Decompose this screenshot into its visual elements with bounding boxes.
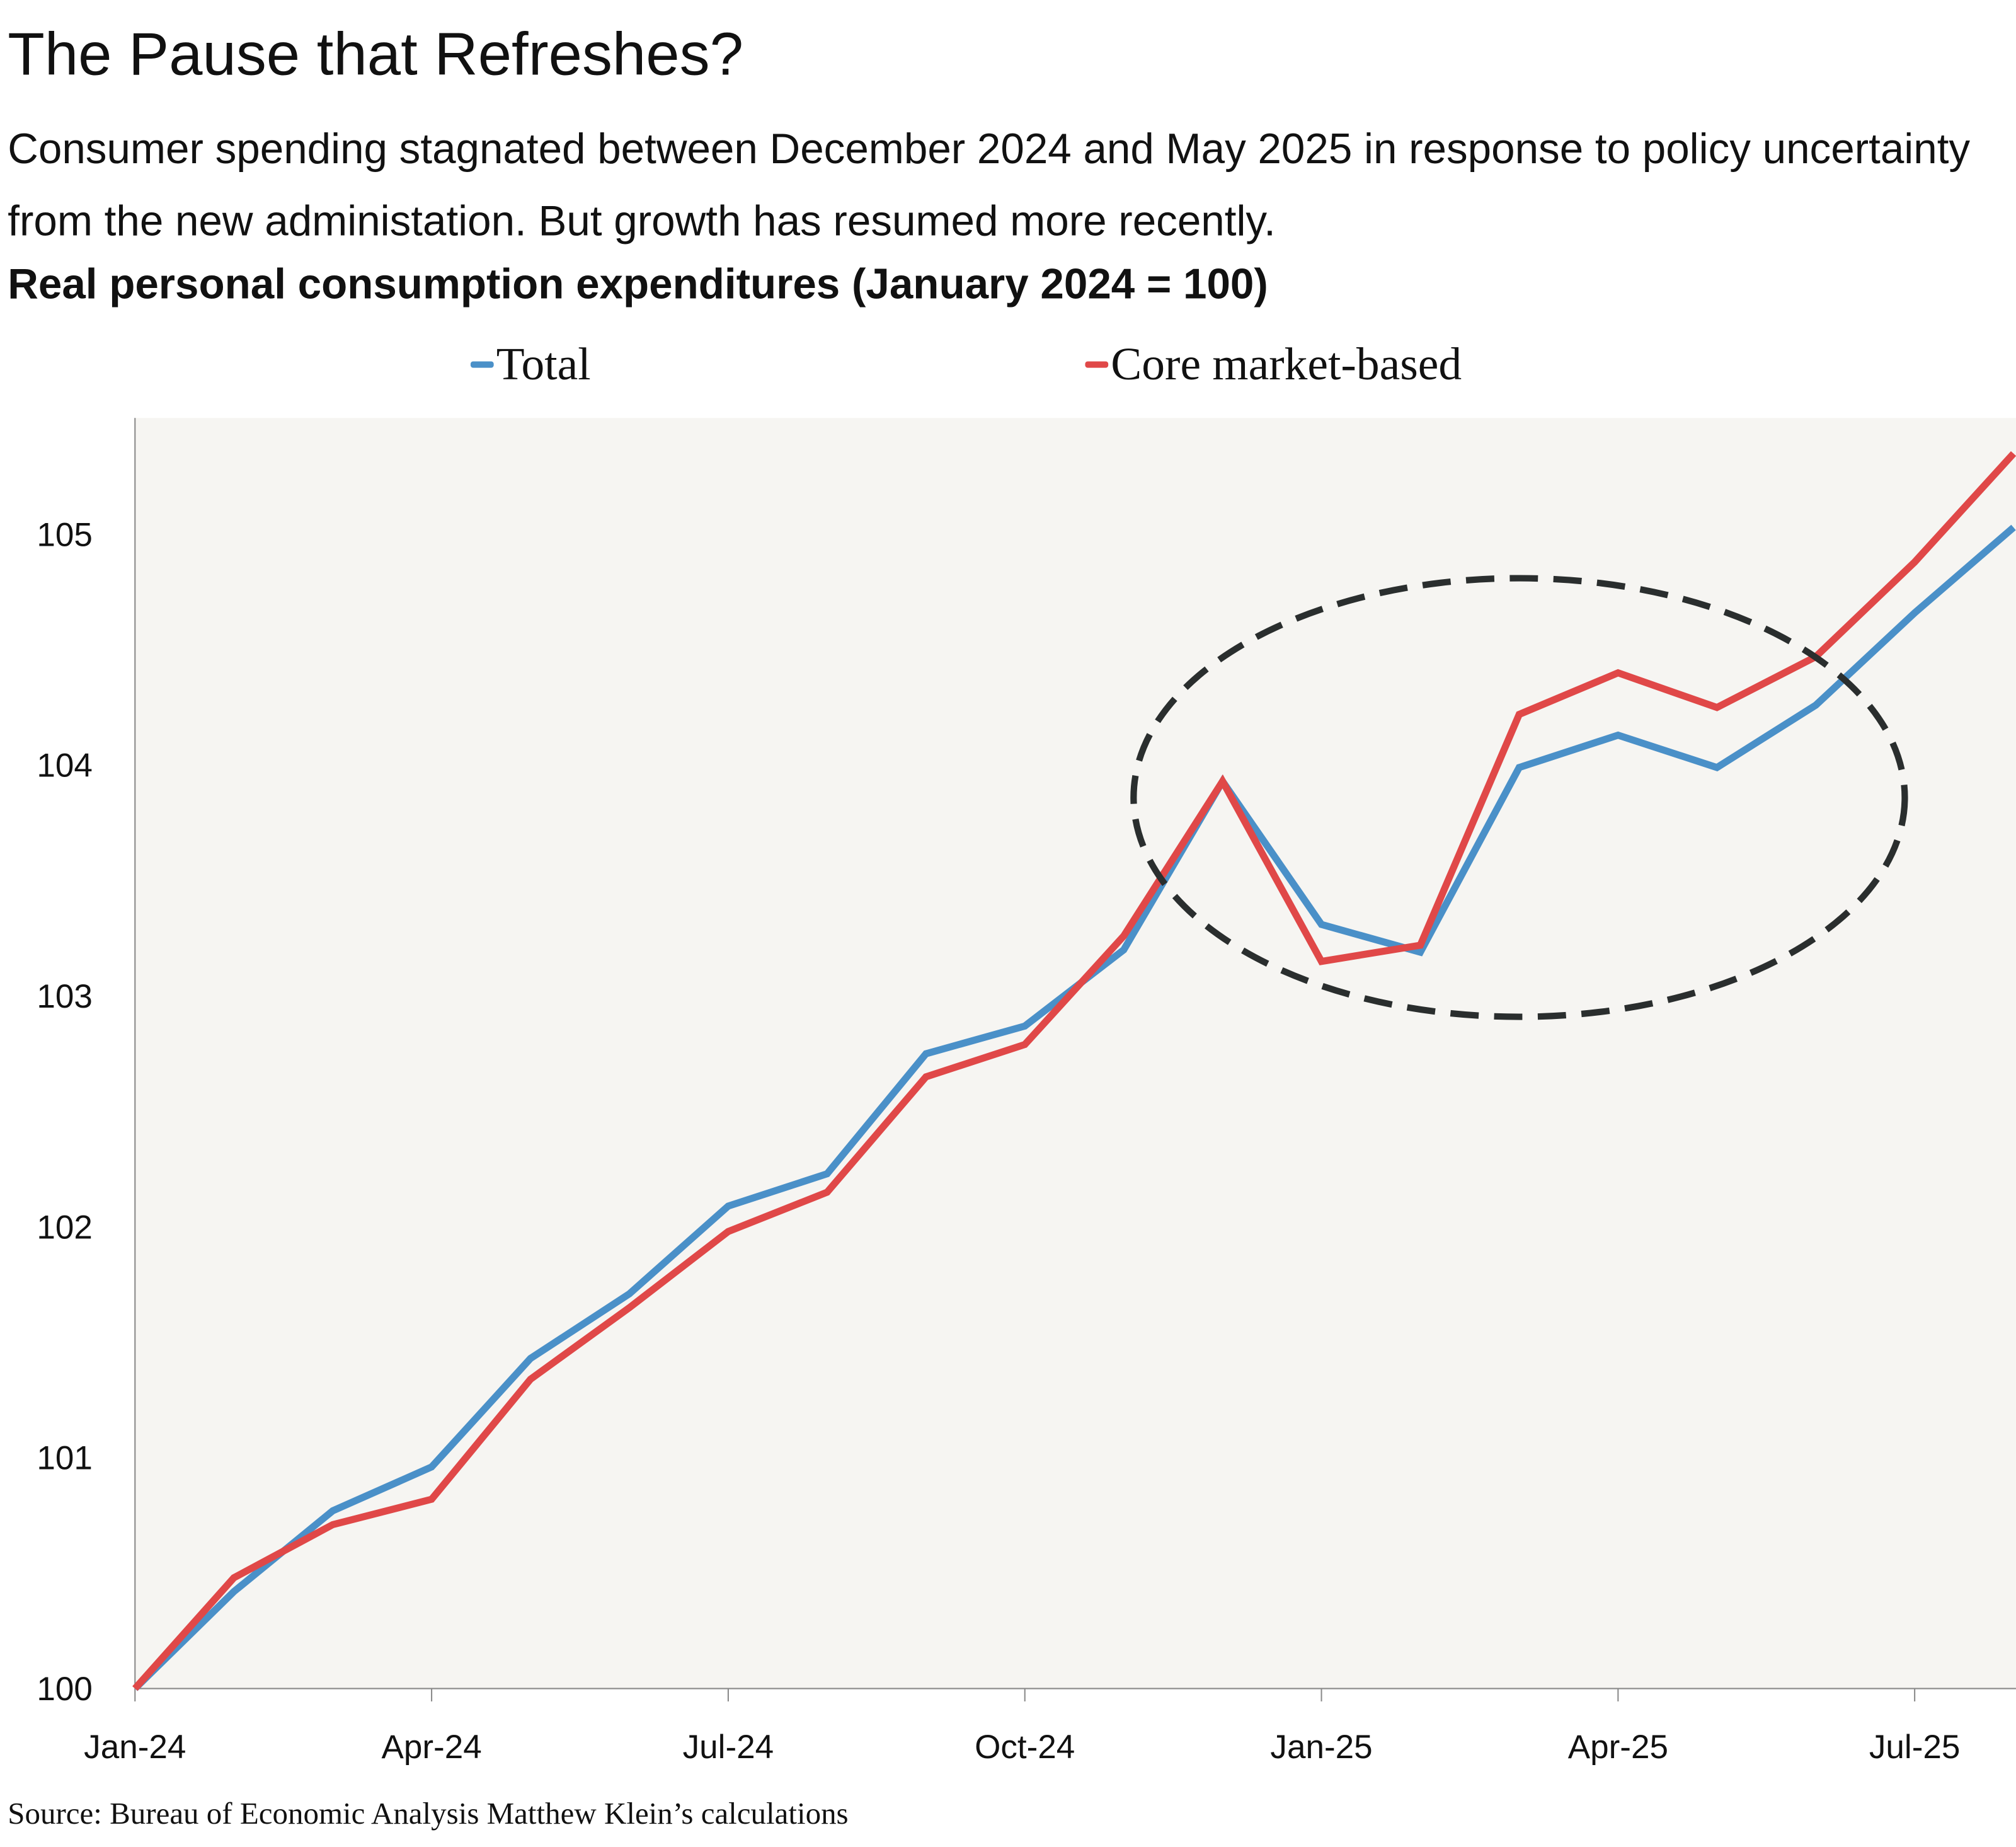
x-tick-label: Jul-25 (1869, 1729, 1960, 1766)
y-tick-label: 100 (37, 1671, 93, 1708)
y-tick-label: 104 (37, 747, 93, 785)
y-tick-label: 101 (37, 1440, 93, 1477)
x-tick-label: Jul-24 (683, 1729, 774, 1766)
x-tick-label: Apr-24 (381, 1729, 481, 1766)
x-tick-label: Apr-25 (1568, 1729, 1668, 1766)
x-tick-label: Oct-24 (975, 1729, 1075, 1766)
x-tick-label: Jan-25 (1270, 1729, 1372, 1766)
y-tick-label: 102 (37, 1209, 93, 1246)
y-tick-label: 105 (37, 516, 93, 553)
source-note: Source: Bureau of Economic Analysis Matt… (8, 1798, 848, 1833)
plot-background (135, 418, 2016, 1688)
plot-svg: 100 101 102 103 104 105 Jan-24 Apr-24 Jul-24 Oct-… (0, 0, 2016, 1800)
x-tick-label: Jan-24 (84, 1729, 186, 1766)
y-tick-label: 103 (37, 978, 93, 1015)
